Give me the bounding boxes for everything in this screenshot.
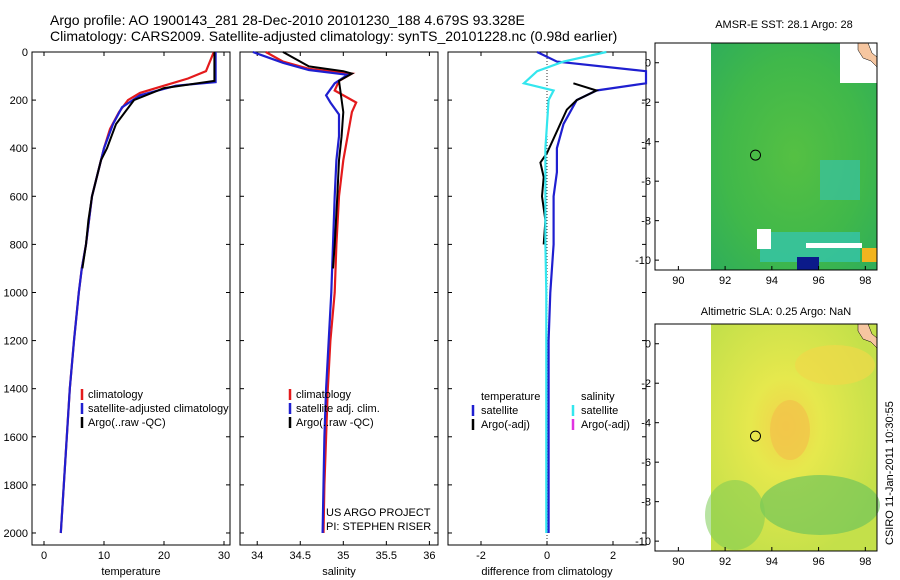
sla-map-title: Altimetric SLA: 0.25 Argo: NaN — [701, 306, 851, 318]
x-tick-label: -2 — [476, 550, 486, 562]
y-tick-label: 1400 — [4, 384, 28, 396]
legend-label: Argo(-adj) — [581, 419, 630, 431]
map-x-tick-label: 90 — [672, 556, 684, 568]
sst-float-marker — [749, 149, 761, 161]
x-tick-label: 35.5 — [376, 550, 397, 562]
sst-map-frame — [654, 42, 878, 271]
difference-panel: -2 0 2 difference from climatology tempera… — [447, 50, 648, 578]
legend-column-header: temperature — [481, 391, 540, 403]
map-x-tick-label: 98 — [859, 556, 871, 568]
legend-label: Argo(..raw -QC) — [296, 417, 374, 429]
figure-title-line2: Climatology: CARS2009. Satellite-adjuste… — [50, 28, 617, 44]
legend-column-header: salinity — [581, 391, 615, 403]
series-line-argo — [81, 52, 216, 269]
y-tick-label: 200 — [10, 95, 28, 107]
map-y-tick-label: -6 — [641, 457, 651, 469]
map-y-tick-label: -10 — [635, 255, 651, 267]
map-x-tick-label: 94 — [766, 275, 778, 287]
sst-map-title: AMSR-E SST: 28.1 Argo: 28 — [715, 19, 853, 31]
map-x-tick-label: 98 — [859, 275, 871, 287]
x-tick-label: 2 — [610, 550, 616, 562]
sla-map-panel: Altimetric SLA: 0.25 Argo: NaN 90 92 94 96 9… — [635, 306, 880, 568]
project-annotation: US ARGO PROJECT — [326, 507, 431, 519]
figure-title-line1: Argo profile: AO 1900143_281 28-Dec-2010… — [50, 12, 525, 28]
temperature-axes-frame — [31, 51, 231, 546]
sst-patch-warm — [862, 248, 877, 262]
map-y-tick-label: -4 — [641, 418, 651, 430]
y-tick-label: 1000 — [4, 287, 28, 299]
series-line-temperature-satellite — [536, 51, 648, 533]
map-y-tick-label: -2 — [641, 97, 651, 109]
legend-label: Argo(..raw -QC) — [88, 417, 166, 429]
sst-map-panel: AMSR-E SST: 28.1 Argo: 28 90 92 94 96 98 0 -2 -… — [635, 19, 878, 287]
x-tick-label: 30 — [218, 550, 230, 562]
temperature-xlabel: temperature — [101, 566, 160, 578]
y-tick-label: 600 — [10, 191, 28, 203]
series-line-argo — [282, 51, 355, 269]
temperature-panel: 0 10 20 30 0 200 400 600 800 1000 1200 1400 1600 180… — [4, 47, 231, 578]
salinity-panel: 34 34.5 35 35.5 36 salinity climatology satel… — [239, 50, 439, 578]
x-tick-label: 36 — [423, 550, 435, 562]
y-tick-label: 400 — [10, 143, 28, 155]
side-timestamp: CSIRO 11-Jan-2011 10:30:55 — [884, 401, 896, 545]
x-tick-label: 34 — [251, 550, 263, 562]
series-line-climatology — [265, 51, 358, 534]
map-y-tick-label: -2 — [641, 378, 651, 390]
map-x-tick-label: 92 — [719, 556, 731, 568]
y-tick-label: 2000 — [4, 528, 28, 540]
sla-high-anomaly-2 — [795, 345, 875, 385]
pi-annotation: PI: STEPHEN RISER — [326, 521, 431, 533]
x-tick-label: 0 — [544, 550, 550, 562]
map-y-tick-label: -6 — [641, 176, 651, 188]
map-x-tick-label: 92 — [719, 275, 731, 287]
y-tick-label: 1200 — [4, 336, 28, 348]
series-line-satellite-adj-clim- — [252, 50, 351, 534]
map-x-tick-label: 96 — [812, 556, 824, 568]
sst-patch-deep — [797, 257, 819, 270]
series-line-satellite-adjusted-climatology — [59, 52, 217, 534]
map-y-tick-label: 0 — [645, 58, 651, 70]
legend-label: satellite-adjusted climatology — [88, 403, 229, 415]
y-tick-label: 0 — [22, 47, 28, 59]
sst-patch-cool-1 — [820, 160, 860, 200]
legend-label: satellite adj. clim. — [296, 403, 380, 415]
y-tick-label: 1800 — [4, 480, 28, 492]
sst-missing-1 — [757, 229, 771, 249]
sla-map-frame — [654, 323, 878, 552]
map-x-tick-label: 90 — [672, 275, 684, 287]
map-y-tick-label: -10 — [635, 536, 651, 548]
sla-float-marker — [749, 430, 761, 442]
sla-low-anomaly-2 — [705, 480, 765, 550]
x-tick-label: 35 — [337, 550, 349, 562]
legend-label: climatology — [88, 389, 144, 401]
series-line-salinity-satellite — [521, 50, 607, 533]
sla-low-anomaly-1 — [760, 475, 880, 535]
x-tick-label: 20 — [158, 550, 170, 562]
series-line-temperature-argo — [539, 82, 600, 245]
salinity-axes-frame — [239, 51, 439, 546]
map-y-tick-label: -8 — [641, 216, 651, 228]
y-tick-label: 1600 — [4, 432, 28, 444]
legend-label: satellite — [581, 405, 618, 417]
x-tick-label: 10 — [98, 550, 110, 562]
y-tick-label: 800 — [10, 239, 28, 251]
series-line-climatology — [59, 51, 215, 534]
difference-xlabel: difference from climatology — [481, 566, 613, 578]
x-tick-label: 34.5 — [290, 550, 311, 562]
map-y-tick-label: -4 — [641, 137, 651, 149]
x-tick-label: 0 — [41, 550, 47, 562]
sla-high-anomaly — [770, 400, 810, 460]
map-y-tick-label: 0 — [645, 339, 651, 351]
legend-label: climatology — [296, 389, 352, 401]
map-y-tick-label: -8 — [641, 497, 651, 509]
legend-label: Argo(-adj) — [481, 419, 530, 431]
map-x-tick-label: 96 — [812, 275, 824, 287]
salinity-xlabel: salinity — [322, 566, 356, 578]
legend-label: satellite — [481, 405, 518, 417]
sst-missing-2 — [806, 243, 862, 248]
map-x-tick-label: 94 — [766, 556, 778, 568]
